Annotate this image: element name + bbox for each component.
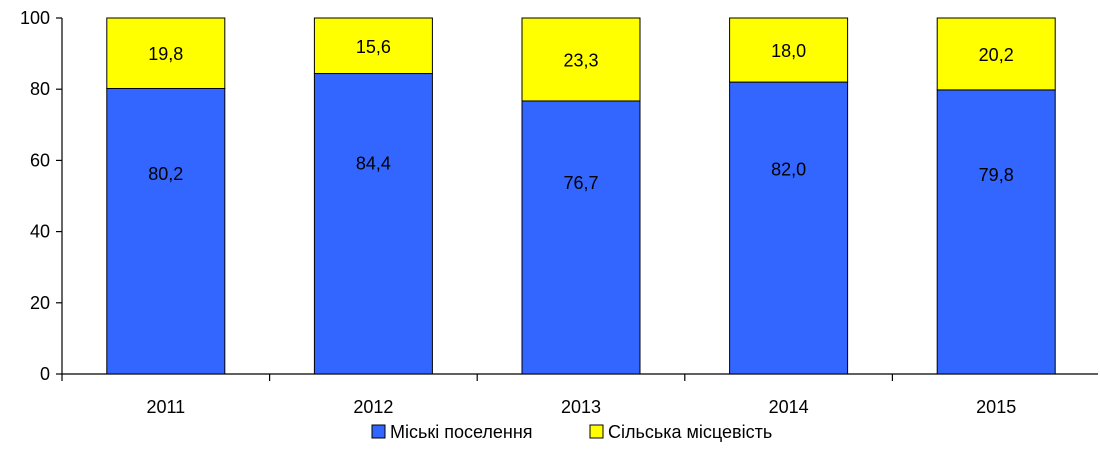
bar-urban-2012: [313, 73, 433, 375]
x-tick-label: 2014: [769, 397, 809, 417]
bar-urban-2015: [936, 89, 1056, 375]
y-tick-label: 20: [30, 293, 50, 313]
data-label: 84,4: [356, 154, 391, 174]
legend-swatch-urban: [371, 424, 386, 439]
bar-urban-2014: [729, 81, 849, 375]
legend-swatch-rural: [589, 424, 604, 439]
bar-rural-2012: [313, 17, 433, 75]
y-tick-label: 80: [30, 79, 50, 99]
bar-rural-2015: [936, 17, 1056, 91]
y-tick-label: 100: [20, 8, 50, 28]
data-label: 79,8: [979, 165, 1014, 185]
bar-rural-2013: [521, 17, 641, 102]
bar-urban-2011: [106, 87, 226, 375]
data-label: 80,2: [148, 164, 183, 184]
x-tick-label: 2012: [353, 397, 393, 417]
data-label: 20,2: [979, 45, 1014, 65]
bar-rural-2011: [106, 17, 226, 89]
legend-label-rural: Сільська місцевість: [608, 422, 772, 442]
y-tick-label: 40: [30, 222, 50, 242]
bar-urban-2013: [521, 100, 641, 375]
x-tick-label: 2013: [561, 397, 601, 417]
y-tick-label: 60: [30, 150, 50, 170]
y-tick-label: 0: [40, 364, 50, 384]
data-label: 76,7: [563, 173, 598, 193]
data-label: 18,0: [771, 41, 806, 61]
data-label: 82,0: [771, 160, 806, 180]
data-label: 23,3: [563, 50, 598, 70]
legend-label-urban: Міські поселення: [390, 422, 533, 442]
data-label: 15,6: [356, 37, 391, 57]
x-tick-label: 2011: [146, 397, 185, 417]
data-label: 19,8: [148, 44, 183, 64]
x-tick-label: 2015: [976, 397, 1016, 417]
bar-rural-2014: [729, 17, 849, 83]
